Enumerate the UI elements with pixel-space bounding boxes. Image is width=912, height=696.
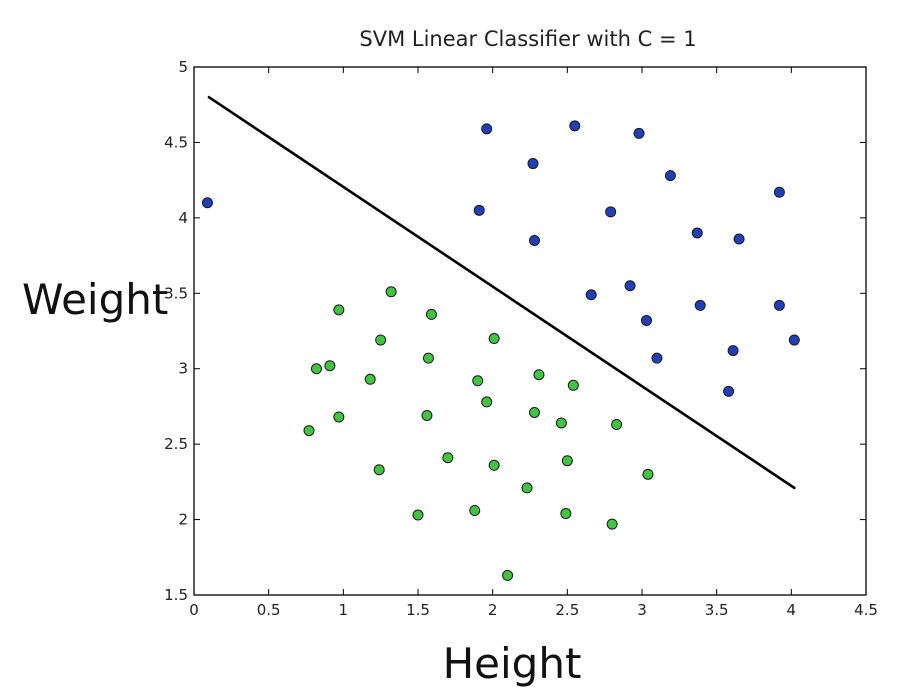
decision-boundary-line	[207, 95, 796, 490]
x-axis-label: Height	[443, 639, 582, 688]
scatter-point-series-1	[640, 314, 652, 326]
x-tick-label: 3	[637, 601, 647, 619]
scatter-point-series-1	[605, 206, 617, 218]
scatter-point-series-2	[385, 286, 397, 298]
scatter-point-series-2	[472, 375, 484, 387]
scatter-point-series-1	[664, 170, 676, 182]
decision-boundary-group	[207, 95, 796, 490]
scatter-point-series-2	[521, 482, 533, 494]
x-tick-label: 2.5	[555, 601, 579, 619]
scatter-point-series-2	[488, 333, 500, 345]
tick-marks	[193, 66, 867, 596]
scatter-point-series-2	[324, 360, 336, 372]
scatter-point-series-1	[624, 280, 636, 292]
x-tick-label: 1.5	[406, 601, 430, 619]
scatter-point-series-2	[425, 308, 437, 320]
x-tick-label: 3.5	[705, 601, 729, 619]
scatter-point-series-2	[606, 518, 618, 530]
y-tick-labels: 1.5 2 2.5 3 3.5 4 4.5 5	[164, 58, 188, 604]
scatter-point-series-2	[533, 369, 545, 381]
scatter-point-series-2	[421, 409, 433, 421]
y-tick-label: 2.5	[164, 435, 188, 453]
scatter-point-series-2	[567, 379, 579, 391]
y-tick-label: 4.5	[164, 133, 188, 151]
scatter-point-series-1	[773, 299, 785, 311]
scatter-point-series-1	[473, 204, 485, 216]
y-axis-label: Weight	[22, 275, 168, 324]
scatter-point-series-1	[201, 197, 213, 209]
scatter-point-series-1	[694, 299, 706, 311]
y-tick-label: 1.5	[164, 586, 188, 604]
scatter-point-series-1	[727, 345, 739, 357]
x-tick-label: 0.5	[257, 601, 281, 619]
scatter-points	[201, 120, 800, 581]
scatter-point-series-1	[788, 334, 800, 346]
x-tick-label: 4	[787, 601, 797, 619]
scatter-point-series-2	[469, 505, 481, 517]
y-tick-label: 3	[178, 360, 188, 378]
scatter-point-series-2	[481, 396, 493, 408]
scatter-point-series-1	[569, 120, 581, 132]
scatter-point-series-2	[364, 373, 376, 385]
scatter-point-series-1	[527, 158, 539, 170]
scatter-point-series-1	[528, 234, 540, 246]
scatter-point-series-2	[502, 569, 514, 581]
scatter-point-series-1	[773, 186, 785, 198]
plot-area	[193, 66, 867, 596]
scatter-point-series-1	[651, 352, 663, 364]
scatter-point-series-2	[611, 419, 623, 431]
scatter-point-series-2	[560, 508, 572, 520]
scatter-point-series-2	[488, 459, 500, 471]
chart-title: SVM Linear Classifier with C = 1	[359, 27, 696, 51]
scatter-point-series-1	[723, 385, 735, 397]
y-tick-label: 4	[178, 209, 188, 227]
scatter-point-series-2	[310, 363, 322, 375]
scatter-point-series-2	[303, 425, 315, 437]
scatter-point-series-2	[555, 417, 567, 429]
scatter-point-series-2	[333, 411, 345, 423]
scatter-point-series-2	[333, 304, 345, 316]
x-tick-label: 2	[488, 601, 498, 619]
x-tick-label: 1	[339, 601, 349, 619]
scatter-point-series-2	[412, 509, 424, 521]
y-tick-label: 5	[178, 58, 188, 76]
x-tick-labels: 0 0.5 1 1.5 2 2.5 3 3.5 4 4.5	[189, 601, 878, 619]
scatter-point-series-2	[375, 334, 387, 346]
y-tick-label: 2	[178, 511, 188, 529]
x-tick-label: 0	[189, 601, 199, 619]
scatter-point-series-2	[528, 406, 540, 418]
x-tick-label: 4.5	[854, 601, 878, 619]
scatter-point-series-2	[561, 455, 573, 467]
scatter-point-series-1	[633, 127, 645, 139]
scatter-point-series-2	[442, 452, 454, 464]
scatter-point-series-2	[422, 352, 434, 364]
scatter-point-series-1	[585, 289, 597, 301]
scatter-point-series-2	[373, 464, 385, 476]
scatter-point-series-1	[481, 123, 493, 135]
y-tick-label: 3.5	[164, 284, 188, 302]
scatter-point-series-2	[642, 468, 654, 480]
scatter-point-series-1	[691, 227, 703, 239]
scatter-point-series-1	[733, 233, 745, 245]
